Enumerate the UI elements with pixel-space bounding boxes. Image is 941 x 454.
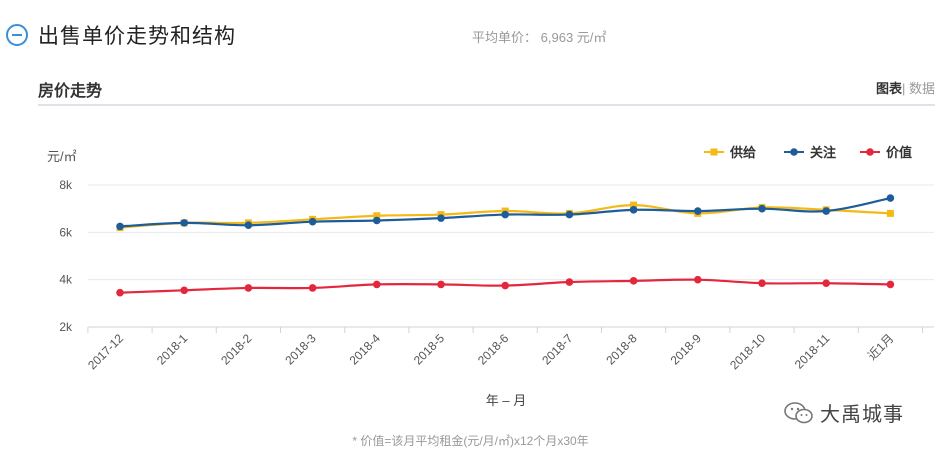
- data-point[interactable]: [822, 279, 830, 288]
- data-point[interactable]: [116, 222, 124, 231]
- section-header: 出售单价走势和结构: [6, 20, 236, 50]
- average-price: 平均单价： 6,963 元/㎡: [472, 27, 606, 46]
- data-point[interactable]: [180, 219, 188, 227]
- x-tick-label: 近1月: [865, 331, 897, 363]
- data-point[interactable]: [373, 212, 381, 220]
- legend-marker: [790, 148, 798, 156]
- data-point[interactable]: [886, 194, 895, 202]
- data-point[interactable]: [694, 275, 702, 284]
- data-point[interactable]: [308, 217, 317, 226]
- x-tick-label: 2018-2: [218, 331, 255, 368]
- data-point[interactable]: [116, 288, 124, 297]
- x-tick-label: 2018-11: [792, 331, 833, 372]
- x-tick-label: 2018-1: [154, 331, 191, 368]
- legend: 供给 关注 价值: [704, 145, 912, 160]
- data-point[interactable]: [886, 209, 894, 217]
- y-tick-label: 4k: [59, 273, 73, 287]
- x-tick-label: 2018-9: [668, 331, 705, 368]
- collapse-icon[interactable]: [6, 24, 28, 46]
- tab-data[interactable]: 数据: [908, 81, 935, 96]
- x-tick-label: 2018-8: [603, 331, 640, 368]
- average-price-value: 6,963 元/㎡: [540, 30, 607, 45]
- panel-title: 房价走势: [38, 83, 103, 100]
- x-tick-label: 2018-10: [727, 331, 768, 372]
- data-point[interactable]: [501, 281, 510, 290]
- series-2: [116, 194, 895, 231]
- data-point[interactable]: [886, 280, 895, 289]
- y-tick-label: 2k: [59, 320, 73, 334]
- watermark: 大禹城事: [784, 398, 904, 427]
- y-axis-label: 元/㎡: [47, 149, 77, 164]
- data-point[interactable]: [630, 201, 638, 209]
- data-point[interactable]: [437, 214, 445, 222]
- watermark-text: 大禹城事: [820, 404, 904, 426]
- legend-label: 价值: [886, 145, 912, 160]
- data-point[interactable]: [758, 204, 766, 213]
- data-point[interactable]: [629, 277, 638, 285]
- x-tick-label: 2018-7: [539, 331, 576, 368]
- x-tick-label: 2018-6: [475, 331, 512, 368]
- tab-separator: |: [901, 81, 906, 96]
- y-tick-label: 6k: [59, 225, 73, 239]
- series-layer: [116, 194, 895, 297]
- x-tick-label: 2018-4: [347, 331, 384, 368]
- view-toggle: 图表| 数据: [876, 78, 935, 97]
- x-axis-label: 年 – 月: [486, 393, 526, 408]
- y-tick-label: 8k: [59, 178, 73, 192]
- series-3: [116, 275, 895, 297]
- footnote: * 价值=该月平均租金(元/月/㎡)x12个月x30年: [352, 434, 589, 448]
- data-point[interactable]: [373, 280, 381, 289]
- data-point[interactable]: [629, 206, 638, 214]
- legend-marker: [866, 148, 874, 156]
- x-tick-label: 2018-3: [282, 331, 319, 368]
- data-point[interactable]: [822, 207, 830, 215]
- data-point[interactable]: [373, 216, 381, 225]
- grid-layer: [88, 184, 934, 328]
- wechat-icon: [784, 401, 813, 423]
- legend-marker: [710, 148, 718, 156]
- data-point[interactable]: [758, 279, 766, 288]
- data-point[interactable]: [565, 210, 574, 219]
- tab-chart[interactable]: 图表: [875, 81, 902, 96]
- legend-item[interactable]: 关注: [784, 145, 836, 160]
- data-point[interactable]: [244, 221, 253, 230]
- legend-item[interactable]: 价值: [860, 145, 912, 160]
- data-point[interactable]: [244, 284, 253, 292]
- data-point[interactable]: [565, 278, 574, 286]
- data-point[interactable]: [501, 210, 510, 219]
- average-price-label: 平均单价：: [472, 30, 538, 45]
- legend-label: 关注: [810, 145, 836, 160]
- panel-divider: [38, 104, 935, 106]
- data-point[interactable]: [308, 284, 317, 292]
- x-tick-label: 2018-5: [411, 331, 448, 368]
- data-point[interactable]: [437, 280, 445, 289]
- section-title: 出售单价走势和结构: [38, 25, 236, 48]
- legend-item[interactable]: 供给: [704, 145, 756, 160]
- legend-label: 供给: [729, 145, 756, 160]
- x-tick-label: 2017-12: [85, 331, 126, 372]
- data-point[interactable]: [180, 286, 188, 295]
- data-point[interactable]: [694, 207, 702, 215]
